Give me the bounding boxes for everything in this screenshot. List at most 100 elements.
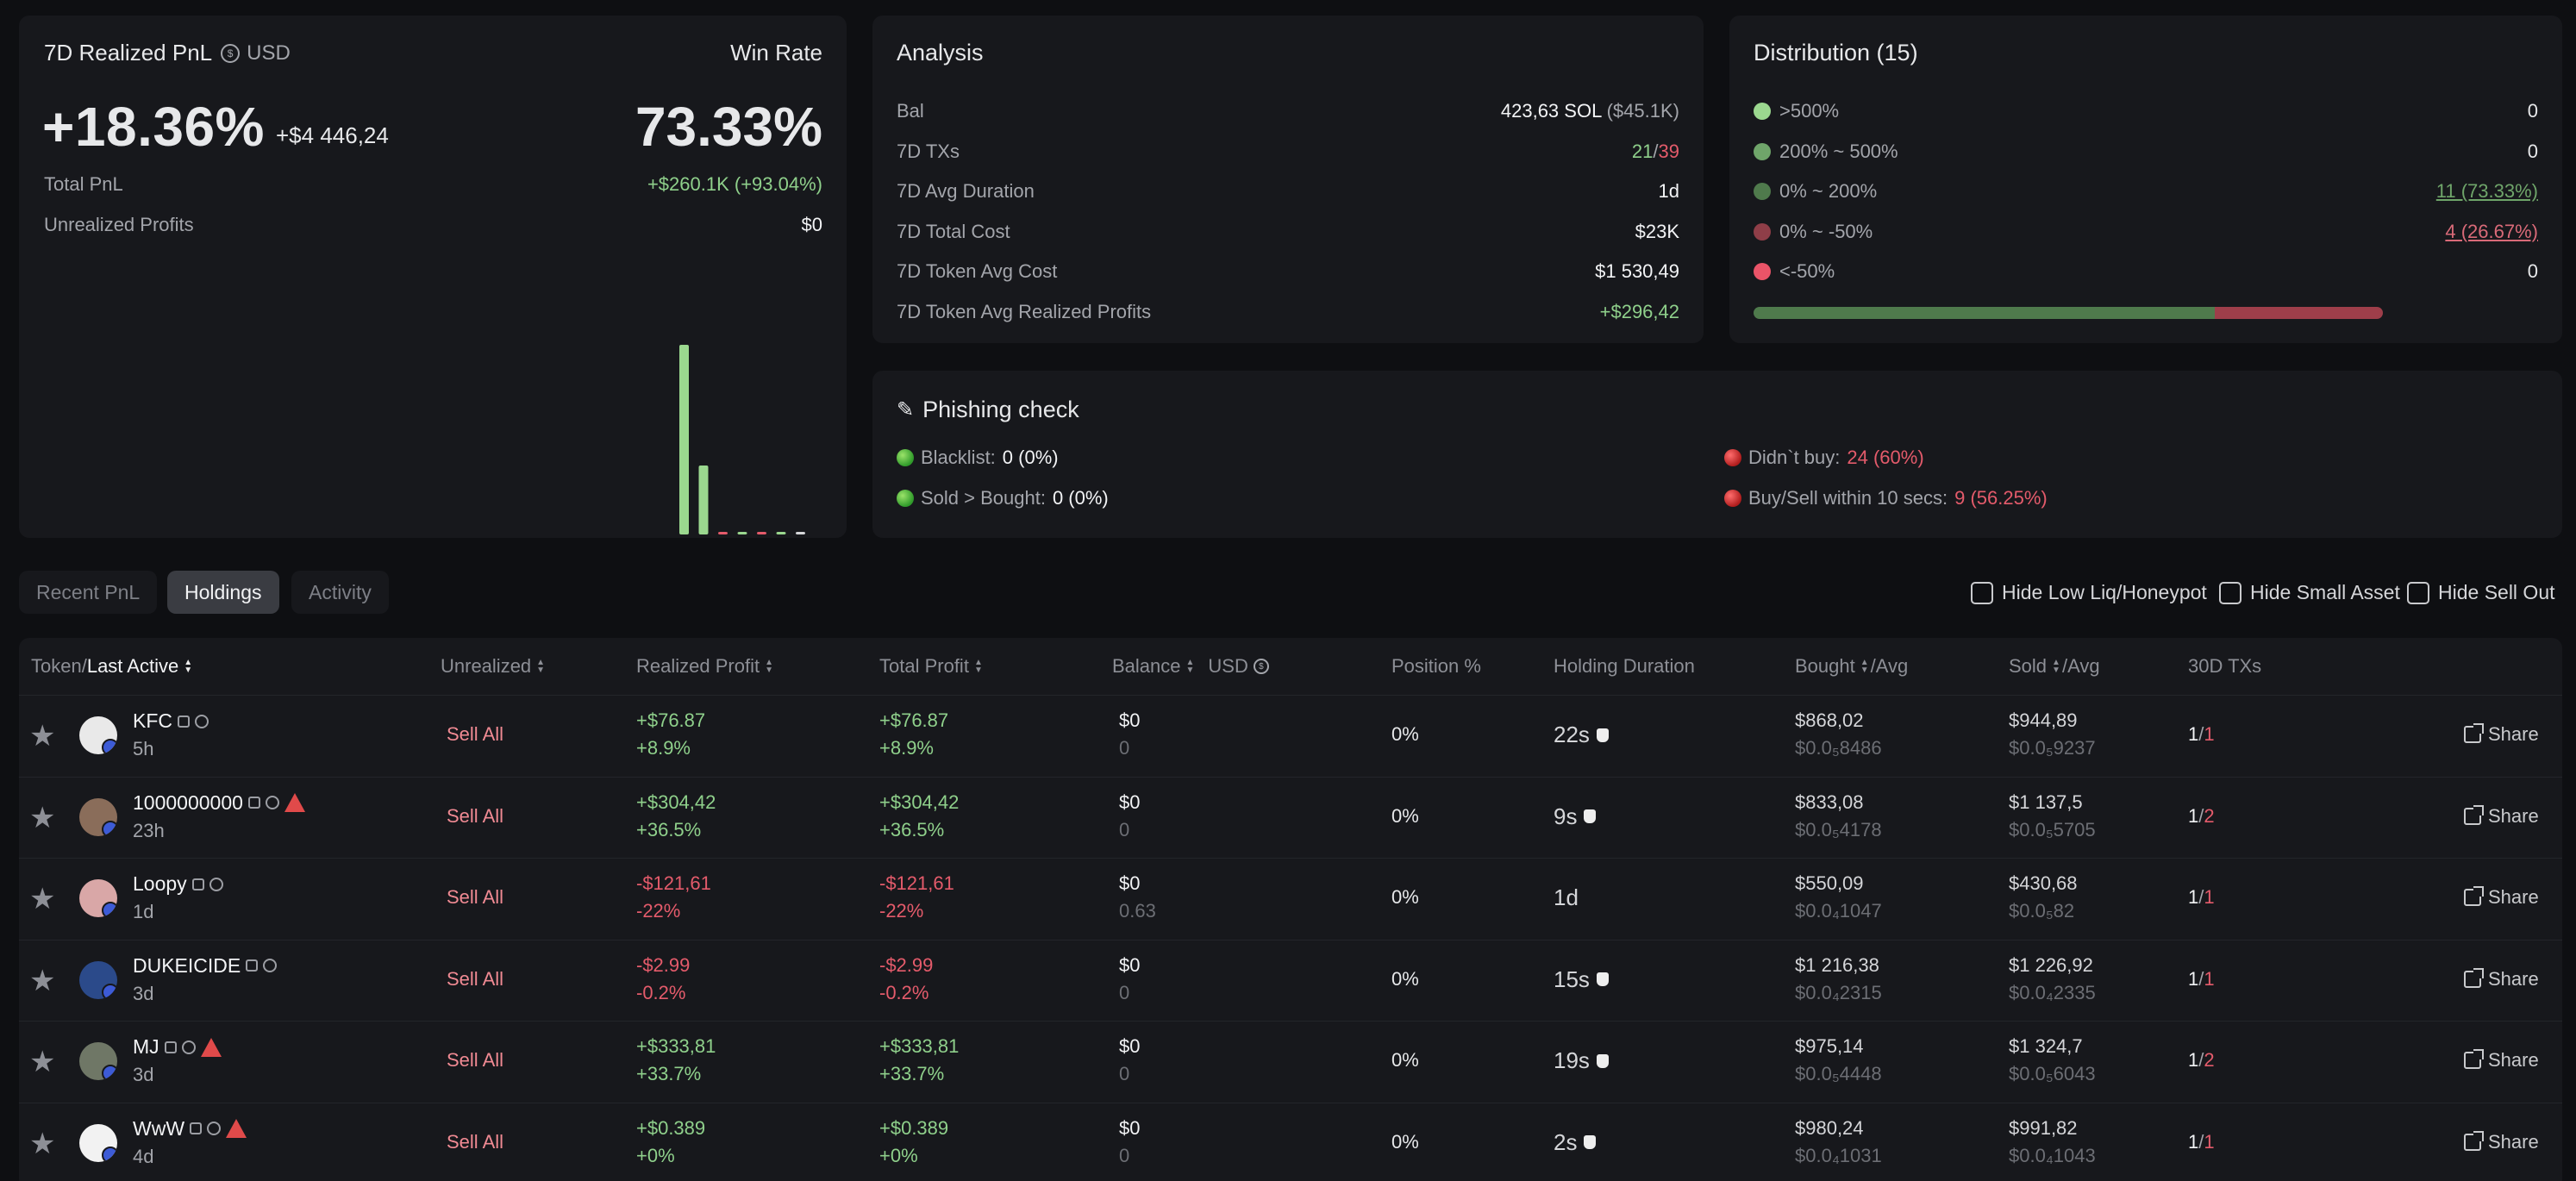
table-row[interactable]: ★ MJ 3d Sell All +$333,81 +33.7% +$333,81 +33.7…: [19, 1021, 2562, 1102]
copy-icon[interactable]: [246, 959, 259, 972]
search-icon[interactable]: [181, 1040, 196, 1054]
token-cell[interactable]: Loopy 1d: [133, 872, 223, 923]
avg-duration-value: 1d: [1658, 180, 1679, 203]
token-name[interactable]: Loopy: [133, 872, 187, 895]
star-icon[interactable]: ★: [29, 964, 56, 997]
token-cell[interactable]: MJ 3d: [133, 1035, 222, 1086]
position-value: 0%: [1391, 1130, 1419, 1153]
chart-bar: [718, 532, 728, 534]
star-icon[interactable]: ★: [29, 883, 56, 915]
token-cell[interactable]: KFC 5h: [133, 709, 209, 760]
distribution-label: 0% ~ 200%: [1754, 180, 1877, 203]
star-icon[interactable]: ★: [29, 720, 56, 753]
distribution-value[interactable]: 4 (26.67%): [2445, 220, 2538, 242]
header-realized[interactable]: Realized Profit ▲ ▼: [636, 655, 773, 678]
share-button[interactable]: Share: [2464, 804, 2539, 828]
share-button[interactable]: Share: [2464, 723, 2539, 746]
sort-icon[interactable]: ▲ ▼: [765, 658, 773, 675]
share-button[interactable]: Share: [2464, 1130, 2539, 1153]
token-cell[interactable]: WwW 4d: [133, 1117, 247, 1168]
currency-toggle[interactable]: $ USD: [221, 41, 291, 66]
sell-all-button[interactable]: Sell All: [447, 1049, 504, 1071]
token-avg-cost-value: $1 530,49: [1595, 260, 1679, 283]
tab-recent-pnl[interactable]: Recent PnL: [19, 571, 158, 614]
table-row[interactable]: ★ 1000000000 23h Sell All +$304,42 +36.5% +$30…: [19, 776, 2562, 858]
search-icon[interactable]: [209, 877, 223, 891]
sort-icon[interactable]: ▲ ▼: [973, 658, 983, 675]
copy-icon[interactable]: [247, 797, 260, 809]
tx-sell-count: 2: [2204, 1049, 2215, 1071]
star-icon[interactable]: ★: [29, 1127, 56, 1160]
star-icon[interactable]: ★: [29, 1046, 56, 1078]
sort-icon[interactable]: ▲ ▼: [2052, 658, 2060, 675]
duration-value: 22s: [1554, 722, 1590, 747]
checkbox-icon[interactable]: [1971, 581, 1993, 604]
didnt-buy-item: Didn`t buy: 24 (60%): [1724, 447, 1924, 469]
sort-icon[interactable]: ▲ ▼: [184, 658, 193, 675]
distribution-value: 0: [2527, 100, 2538, 122]
header-bought[interactable]: Bought ▲ ▼/Avg: [1795, 655, 1908, 678]
total-value: +$0.389: [879, 1116, 949, 1139]
tx-separator: /: [2198, 886, 2204, 908]
filter-hide-small-asset[interactable]: Hide Small Asset: [2219, 581, 2400, 604]
share-button[interactable]: Share: [2464, 967, 2539, 990]
sell-all-button[interactable]: Sell All: [447, 967, 504, 990]
sell-all-button[interactable]: Sell All: [447, 1130, 504, 1153]
header-last-active[interactable]: Last Active: [86, 655, 179, 677]
checkbox-icon[interactable]: [2219, 581, 2241, 604]
copy-icon[interactable]: [190, 1122, 203, 1134]
header-sold[interactable]: Sold ▲ ▼/Avg: [2009, 655, 2100, 678]
token-cell[interactable]: 1000000000 23h: [133, 791, 305, 842]
filter-hide-low-liq[interactable]: Hide Low Liq/Honeypot: [1971, 581, 2207, 604]
table-row[interactable]: ★ DUKEICIDE 3d Sell All -$2.99 -0.2% -$2.99 -0.…: [19, 939, 2562, 1021]
sell-all-button[interactable]: Sell All: [447, 723, 504, 745]
token-cell[interactable]: DUKEICIDE 3d: [133, 953, 278, 1005]
token-name[interactable]: 1000000000: [133, 790, 243, 814]
token-name[interactable]: WwW: [133, 1116, 185, 1140]
header-balance[interactable]: Balance ▲ ▼ USD $: [1112, 655, 1269, 678]
header-unrealized[interactable]: Unrealized ▲ ▼: [441, 655, 545, 678]
tx-separator: /: [2198, 804, 2204, 827]
tab-holdings[interactable]: Holdings: [167, 571, 279, 614]
checkbox-icon[interactable]: [2407, 581, 2429, 604]
sell-all-button[interactable]: Sell All: [447, 804, 504, 827]
unrealized-value: $0: [801, 214, 822, 235]
share-button[interactable]: Share: [2464, 1049, 2539, 1072]
chain-badge-icon: [102, 983, 117, 999]
mouse-icon: [1596, 972, 1609, 986]
sold-avg: $0.0₅82: [2009, 900, 2075, 922]
copy-icon[interactable]: [191, 878, 204, 890]
sort-icon[interactable]: ▲ ▼: [536, 658, 546, 675]
copy-icon[interactable]: [178, 715, 190, 728]
search-icon[interactable]: [263, 959, 278, 972]
token-name[interactable]: DUKEICIDE: [133, 953, 241, 977]
sell-all-button[interactable]: Sell All: [447, 886, 504, 908]
table-row[interactable]: ★ Loopy 1d Sell All -$121,61 -22% -$121,61 -22%…: [19, 858, 2562, 939]
tab-activity[interactable]: Activity: [291, 571, 389, 614]
copy-icon[interactable]: [164, 1040, 177, 1053]
header-usd-label[interactable]: USD: [1208, 655, 1248, 677]
share-icon: [2464, 1049, 2484, 1069]
balance-amount: 0: [1119, 1063, 1130, 1084]
position-value: 0%: [1391, 723, 1419, 745]
search-icon[interactable]: [195, 714, 209, 728]
token-name[interactable]: KFC: [133, 709, 172, 732]
filter-hide-sell-out[interactable]: Hide Sell Out: [2407, 581, 2555, 604]
table-row[interactable]: ★ WwW 4d Sell All +$0.389 +0% +$0.389 +0% $0 0 0% 2…: [19, 1102, 2562, 1181]
star-icon[interactable]: ★: [29, 801, 56, 834]
distribution-value[interactable]: 11 (73.33%): [2435, 180, 2538, 203]
realized-value: -$121,61: [636, 872, 711, 894]
currency-switch-icon[interactable]: $: [1253, 659, 1269, 674]
table-row[interactable]: ★ KFC 5h Sell All +$76.87 +8.9% +$76.87 +8.9% $0…: [19, 695, 2562, 776]
fast-trade-item: Buy/Sell within 10 secs: 9 (56.25%): [1724, 487, 2048, 509]
header-token[interactable]: Token/Last Active ▲ ▼: [31, 655, 192, 678]
chain-badge-icon: [102, 902, 117, 917]
bought-cell: $550,09 $0.0₄1047: [1795, 872, 1882, 922]
search-icon[interactable]: [265, 796, 279, 809]
search-icon[interactable]: [207, 1122, 222, 1135]
sort-icon[interactable]: ▲ ▼: [1860, 658, 1869, 675]
token-name[interactable]: MJ: [133, 1035, 159, 1058]
share-button[interactable]: Share: [2464, 886, 2539, 909]
sort-icon[interactable]: ▲ ▼: [1185, 658, 1195, 675]
header-total[interactable]: Total Profit ▲ ▼: [879, 655, 983, 678]
